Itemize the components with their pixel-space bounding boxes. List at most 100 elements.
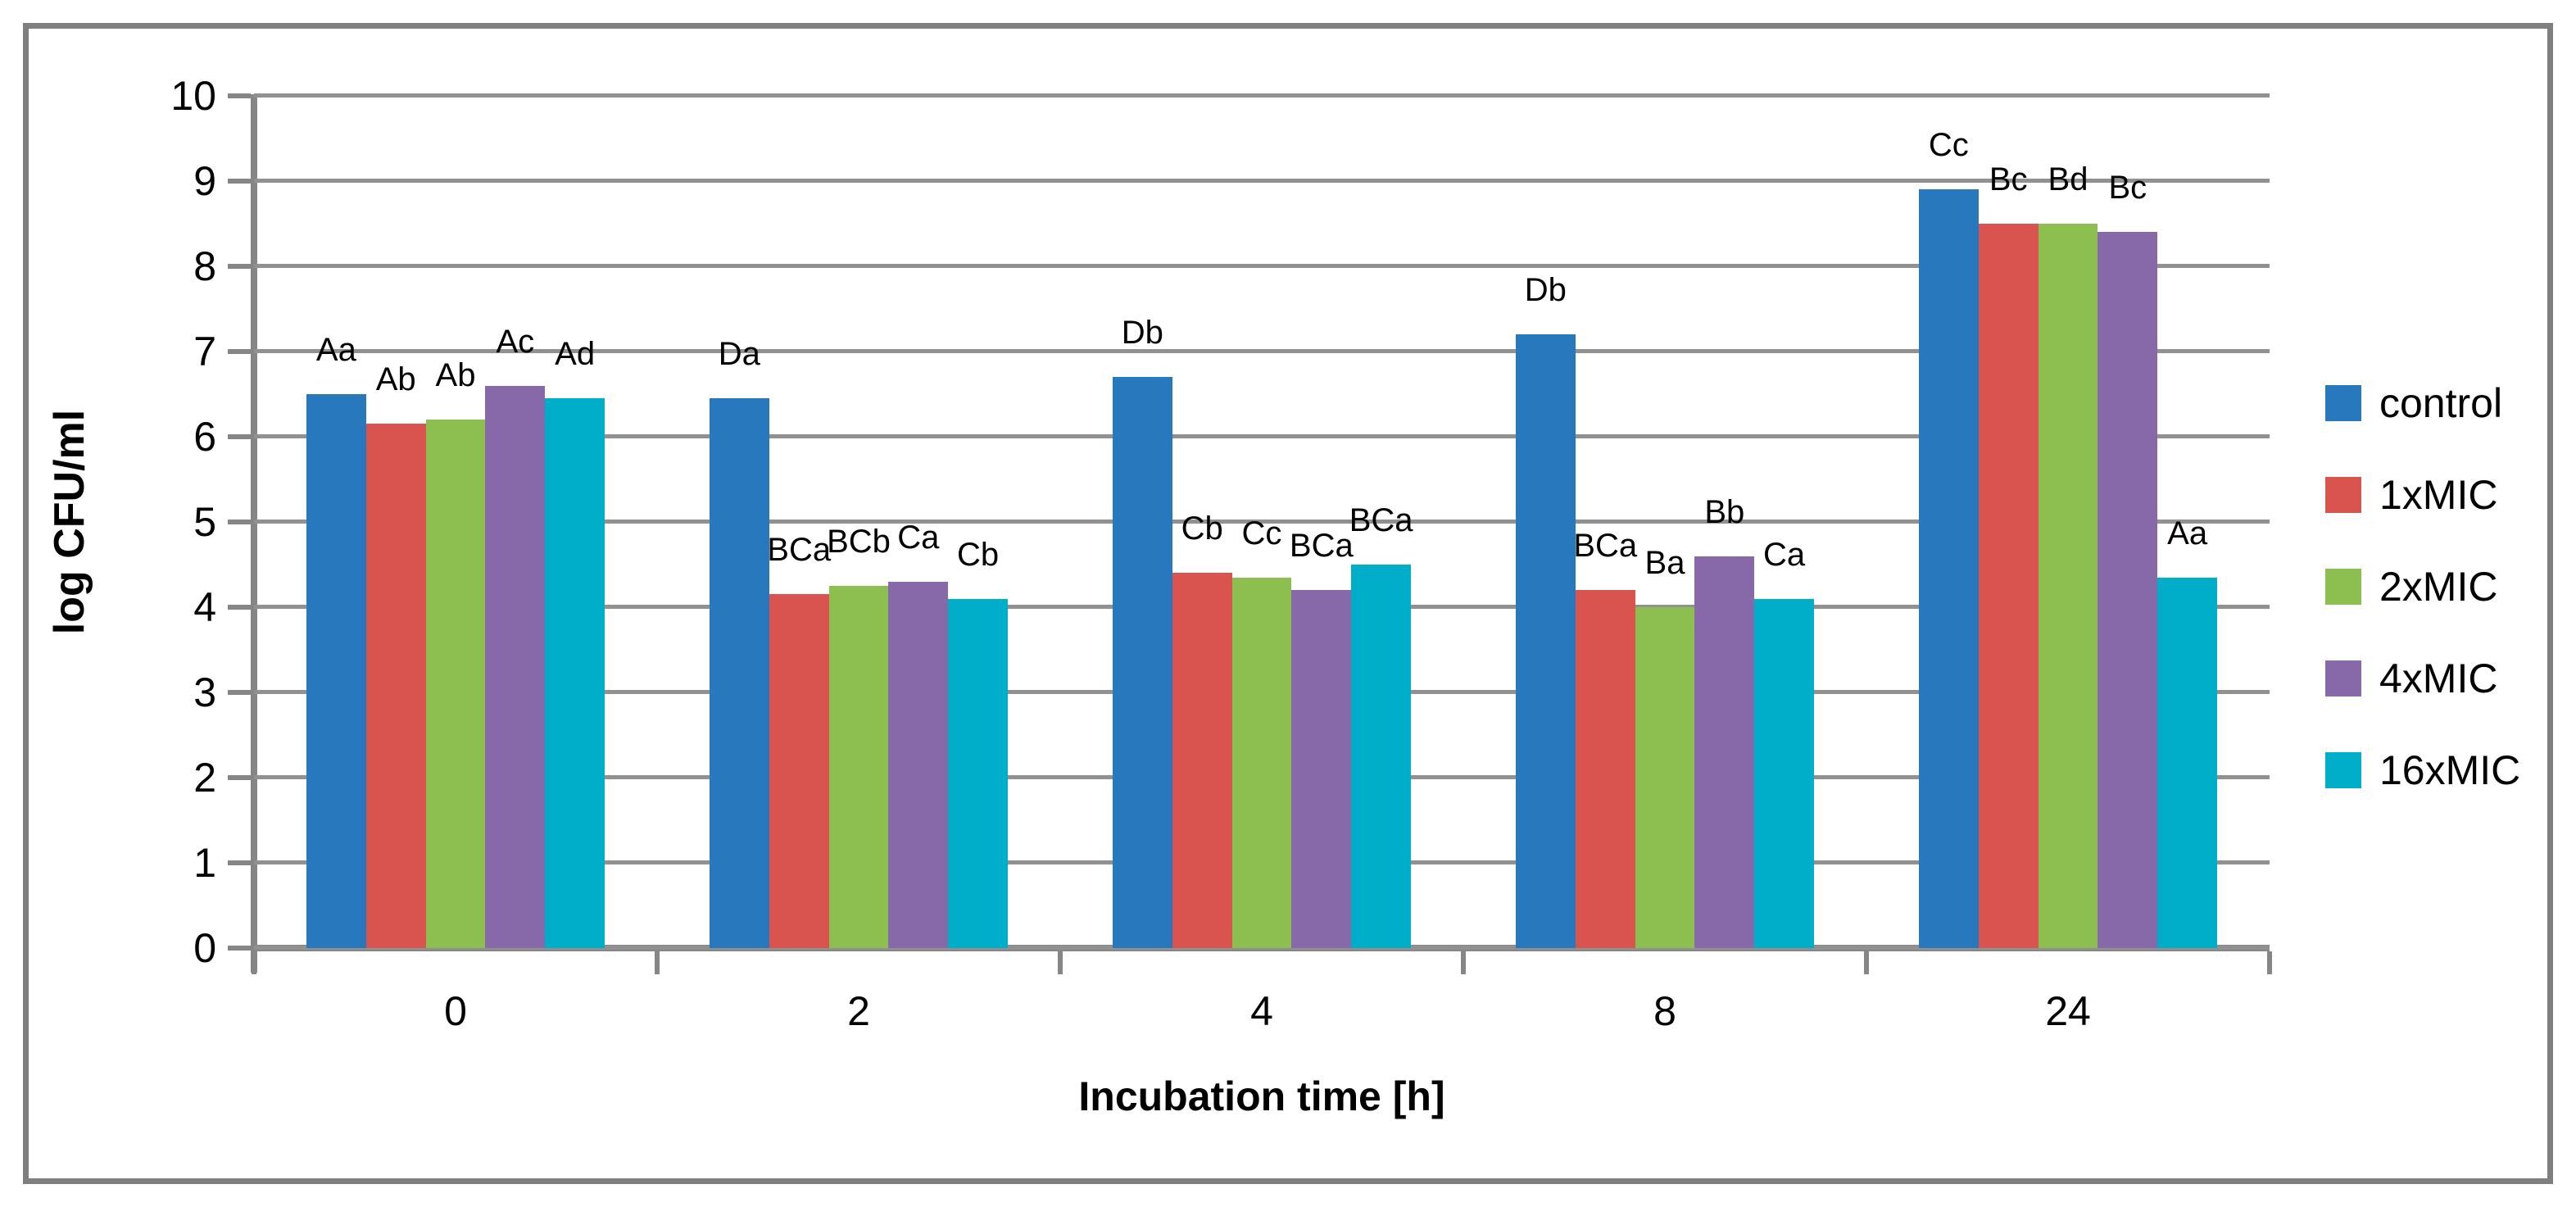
- bar-group-8: Db BCa Ba Bb Ca: [1463, 96, 1866, 948]
- bar-annotation: Bc: [1989, 161, 2028, 197]
- bar-control-t0: [306, 394, 366, 948]
- bar-16xMIC-t24: [2157, 577, 2218, 948]
- bar-annotation: Ad: [555, 336, 596, 373]
- y-axis-tick: [228, 946, 251, 951]
- bar-16xMIC-t0: [545, 398, 605, 948]
- y-axis-tick: [228, 775, 251, 780]
- legend-swatch-4xMIC: [2325, 660, 2361, 697]
- gridline-y-8: [254, 264, 2270, 268]
- bar-2xMIC-t4: [1231, 577, 1292, 948]
- bar-annotation: Ca: [897, 519, 940, 556]
- bar-4xMIC-t4: [1291, 590, 1352, 948]
- bar-cluster: Aa Ab Ab Ac Ad: [306, 96, 605, 948]
- bar-annotation: Bd: [2048, 161, 2088, 197]
- y-axis-line: [251, 94, 257, 973]
- bar-4xMIC-t8: [1694, 556, 1755, 948]
- bar-slot-2xMIC: Ab: [425, 96, 486, 948]
- gridline-y-9: [254, 179, 2270, 183]
- bar-1xMIC-t4: [1172, 573, 1232, 948]
- y-axis-tick: [228, 93, 251, 98]
- legend-label: 16xMIC: [2379, 747, 2521, 793]
- bar-control-t4: [1112, 377, 1172, 948]
- bar-slot-16xMIC: Cb: [948, 96, 1009, 948]
- bar-group-0: Aa Ab Ab Ac Ad: [254, 96, 657, 948]
- y-tick-label: 8: [193, 243, 216, 289]
- bar-4xMIC-t24: [2098, 232, 2158, 948]
- bar-annotation: Cc: [1928, 127, 1969, 164]
- legend-swatch-16xMIC: [2325, 752, 2361, 788]
- gridline-y-6: [254, 434, 2270, 438]
- bar-annotation: BCa: [1289, 528, 1354, 565]
- legend-label: 1xMIC: [2379, 472, 2498, 518]
- y-tick-label: 5: [193, 499, 216, 545]
- bar-slot-2xMIC: Ba: [1635, 96, 1695, 948]
- bar-16xMIC-t2: [948, 598, 1009, 948]
- bar-slot-control: Db: [1515, 96, 1576, 948]
- bar-slot-16xMIC: Ca: [1754, 96, 1815, 948]
- x-axis-tick: [1058, 951, 1063, 974]
- x-axis-tick: [1461, 951, 1466, 974]
- bar-slot-1xMIC: Cb: [1172, 96, 1232, 948]
- bar-slot-1xMIC: BCa: [767, 96, 831, 948]
- bar-annotation: Aa: [2167, 515, 2208, 551]
- x-axis-title: Incubation time [h]: [1078, 1073, 1445, 1119]
- bar-1xMIC-t8: [1575, 590, 1635, 948]
- bar-annotation: Ba: [1644, 545, 1685, 581]
- bar-slot-2xMIC: Cc: [1231, 96, 1292, 948]
- bar-slot-4xMIC: BCa: [1290, 96, 1354, 948]
- bar-annotation: Db: [1524, 272, 1567, 309]
- category-label-0: 0: [444, 988, 467, 1034]
- y-tick-label: 4: [193, 584, 216, 630]
- category-label-8: 8: [1653, 988, 1676, 1034]
- bar-annotation: Bc: [2108, 170, 2147, 206]
- bar-annotation: Cb: [957, 536, 1000, 573]
- bar-slot-control: Db: [1112, 96, 1172, 948]
- gridline-y-7: [254, 349, 2270, 353]
- y-axis-tick: [228, 434, 251, 439]
- bar-cluster: Db Cb Cc BCa BCa: [1112, 96, 1413, 948]
- legend-label: 2xMIC: [2379, 564, 2498, 610]
- gridline-y-10: [254, 93, 2270, 98]
- bar-slot-1xMIC: Ab: [365, 96, 426, 948]
- bar-slot-4xMIC: Bb: [1694, 96, 1755, 948]
- category-label-2: 2: [847, 988, 870, 1034]
- bar-annotation: Db: [1121, 315, 1163, 352]
- bar-slot-1xMIC: Bc: [1978, 96, 2039, 948]
- bar-slot-4xMIC: Ca: [888, 96, 949, 948]
- bar-annotation: Cc: [1241, 515, 1282, 551]
- y-tick-label: 0: [193, 925, 216, 971]
- bar-slot-4xMIC: Ac: [485, 96, 546, 948]
- bar-cluster: Da BCa BCb Ca Cb: [709, 96, 1009, 948]
- bar-slot-4xMIC: Bc: [2098, 96, 2158, 948]
- legend-item-4xMIC: 4xMIC: [2325, 656, 2520, 701]
- legend: control 1xMIC 2xMIC 4xMIC 16xMIC: [2325, 383, 2520, 842]
- y-axis-tick: [228, 605, 251, 610]
- bar-annotation: BCa: [1349, 502, 1413, 538]
- legend-label: 4xMIC: [2379, 656, 2498, 701]
- bar-control-t2: [709, 398, 769, 948]
- bar-control-t8: [1515, 334, 1576, 948]
- y-axis-tick: [228, 349, 251, 354]
- bar-1xMIC-t2: [769, 594, 829, 948]
- bar-16xMIC-t8: [1754, 598, 1815, 948]
- bar-slot-1xMIC: BCa: [1573, 96, 1637, 948]
- x-axis-tick: [252, 951, 256, 974]
- legend-item-2xMIC: 2xMIC: [2325, 564, 2520, 610]
- bar-group-4: Db Cb Cc BCa BCa: [1060, 96, 1463, 948]
- bar-slot-2xMIC: BCb: [827, 96, 891, 948]
- y-axis-tick: [228, 179, 251, 184]
- bar-4xMIC-t0: [485, 385, 546, 948]
- legend-item-1xMIC: 1xMIC: [2325, 472, 2520, 518]
- legend-swatch-1xMIC: [2325, 477, 2361, 513]
- bar-slot-control: Aa: [306, 96, 366, 948]
- x-axis-tick: [655, 951, 660, 974]
- bar-annotation: Ac: [496, 323, 535, 360]
- bar-2xMIC-t0: [425, 420, 486, 948]
- x-axis-tick: [1864, 951, 1869, 974]
- y-axis-tick: [228, 264, 251, 269]
- y-axis-tick: [228, 520, 251, 524]
- bar-slot-16xMIC: BCa: [1349, 96, 1413, 948]
- y-tick-label: 6: [193, 414, 216, 460]
- bar-annotation: Cb: [1181, 510, 1223, 547]
